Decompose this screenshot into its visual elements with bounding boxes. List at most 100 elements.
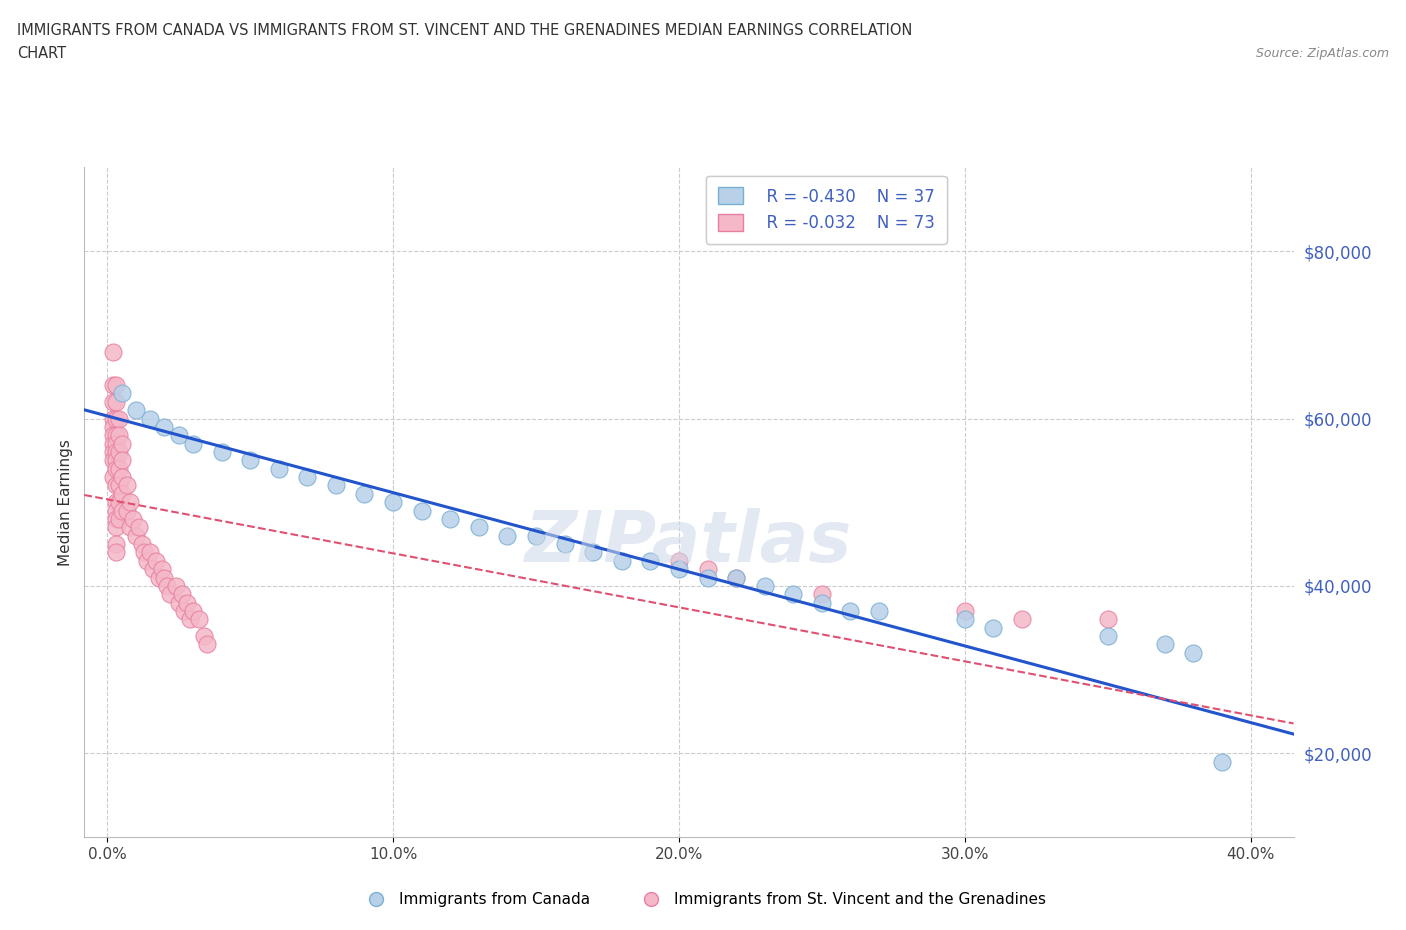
Point [104,545,127,560]
Point [104,495,127,510]
Point [173,604,195,618]
Point [297,470,319,485]
Point [170,587,193,602]
Point [101,394,124,409]
Point [839,604,862,618]
Point [101,411,124,426]
Y-axis label: Median Earnings: Median Earnings [58,439,73,565]
Point [187,612,209,627]
Point [179,612,201,627]
Point [139,545,162,560]
Point [110,436,132,451]
Point [953,604,976,618]
Point [104,445,127,459]
Point [104,537,127,551]
Point [101,436,124,451]
Text: Source: ZipAtlas.com: Source: ZipAtlas.com [1256,46,1389,60]
Point [1240,846,1263,861]
Point [104,453,127,468]
Point [1182,645,1205,660]
Text: ZIPatlas: ZIPatlas [526,508,852,577]
Point [353,486,375,501]
Text: IMMIGRANTS FROM CANADA VS IMMIGRANTS FROM ST. VINCENT AND THE GRENADINES MEDIAN : IMMIGRANTS FROM CANADA VS IMMIGRANTS FRO… [17,23,912,38]
Point [101,419,124,434]
Point [125,403,148,418]
Point [725,570,748,585]
Point [107,411,129,426]
Point [107,495,129,510]
Point [156,578,179,593]
Point [696,562,718,577]
Point [640,553,662,568]
Point [411,503,433,518]
Point [696,570,718,585]
Point [554,537,576,551]
Point [104,461,127,476]
Point [104,503,127,518]
Point [468,520,491,535]
Point [104,512,127,526]
Legend:   R = -0.430    N = 37,   R = -0.032    N = 73: R = -0.430 N = 37, R = -0.032 N = 73 [706,176,946,244]
Point [107,512,129,526]
Point [115,503,138,518]
Point [167,428,190,443]
Point [239,453,262,468]
Point [139,411,162,426]
Point [1211,754,1233,769]
Point [110,453,132,468]
Point [496,528,519,543]
Point [101,470,124,485]
Point [211,445,233,459]
Point [668,562,690,577]
Point [122,512,145,526]
Point [1097,629,1119,644]
Point [104,394,127,409]
Point [148,570,170,585]
Point [142,562,165,577]
Point [382,495,405,510]
Point [107,428,129,443]
Point [176,595,198,610]
Point [524,528,547,543]
Point [582,545,605,560]
Point [110,486,132,501]
Point [868,604,890,618]
Point [181,604,204,618]
Point [104,520,127,535]
Point [104,378,127,392]
Point [165,578,187,593]
Point [953,612,976,627]
Point [267,461,290,476]
Point [107,461,129,476]
Point [153,419,176,434]
Point [181,436,204,451]
Point [811,587,834,602]
Point [101,445,124,459]
Point [145,553,167,568]
Point [983,620,1005,635]
Point [610,553,633,568]
Point [195,637,218,652]
Point [110,503,132,518]
Point [811,595,834,610]
Point [110,386,132,401]
Point [1097,612,1119,627]
Point [782,587,804,602]
Text: CHART: CHART [17,46,66,61]
Point [104,436,127,451]
Point [159,587,181,602]
Point [110,470,132,485]
Point [120,495,142,510]
Point [107,478,129,493]
Point [131,537,153,551]
Point [193,629,215,644]
Point [101,453,124,468]
Legend: Immigrants from Canada, Immigrants from St. Vincent and the Grenadines: Immigrants from Canada, Immigrants from … [354,886,1052,913]
Point [136,553,159,568]
Point [101,344,124,359]
Point [167,595,190,610]
Point [104,478,127,493]
Point [101,428,124,443]
Point [107,445,129,459]
Point [101,378,124,392]
